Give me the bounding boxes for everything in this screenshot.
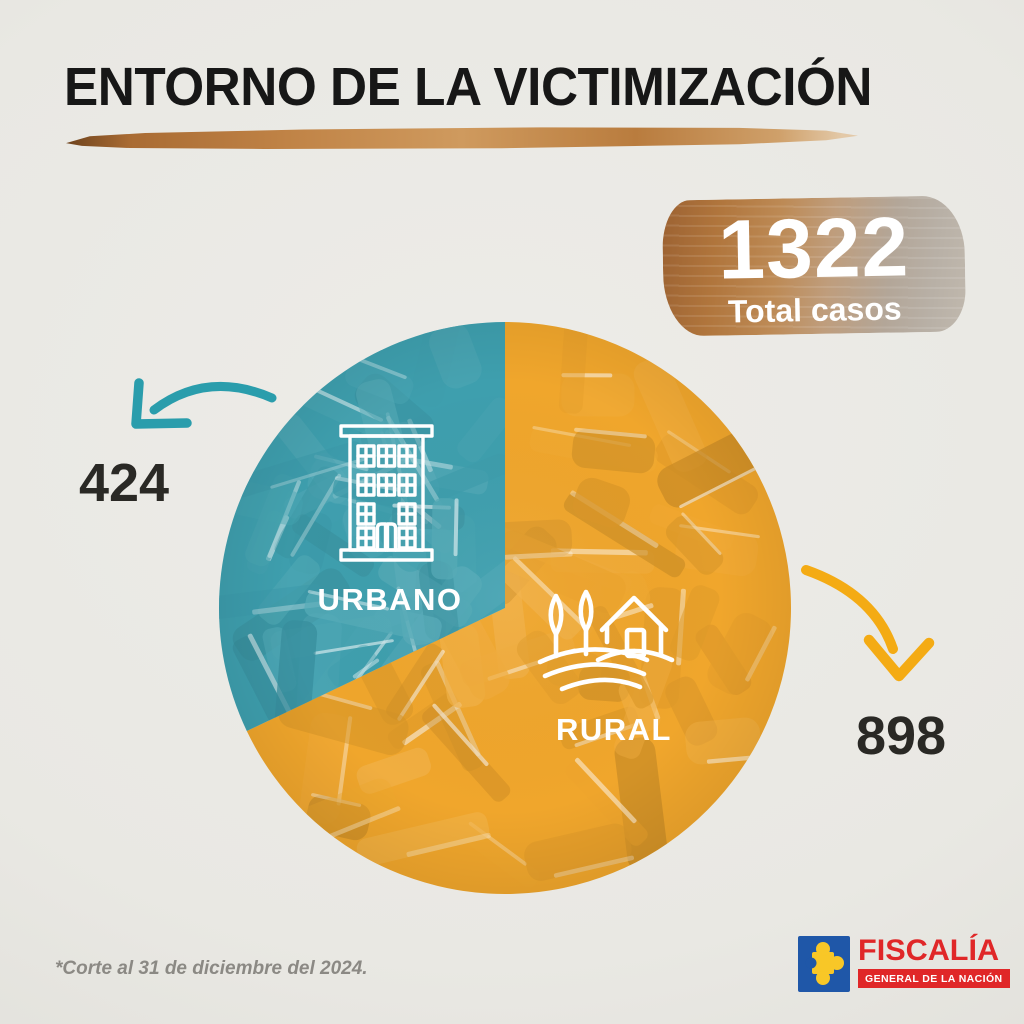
puzzle-icon [798,936,850,992]
pie-chart [218,322,791,895]
footnote: *Corte al 31 de diciembre del 2024. [55,958,368,979]
title-underline-brush-icon [66,123,858,153]
building-icon [339,424,434,562]
fiscalia-logo: FISCALÍA GENERAL DE LA NACIÓN [798,936,1010,992]
urbano-slice-label: URBANO [317,582,463,617]
building-windows [356,444,417,550]
logo-brand: FISCALÍA [858,934,1000,967]
total-cases-value: 1322 [717,199,910,297]
rural-value: 898 [855,706,947,766]
page-title: ENTORNO DE LA VICTIMIZACIÓN [64,57,872,117]
farm-icon [537,589,675,692]
building-door [375,522,398,552]
urbano-value: 424 [78,453,170,513]
rural-arrow-icon [801,565,935,682]
rural-slice-label: RURAL [556,712,672,747]
logo-subtitle: GENERAL DE LA NACIÓN [858,969,1010,988]
